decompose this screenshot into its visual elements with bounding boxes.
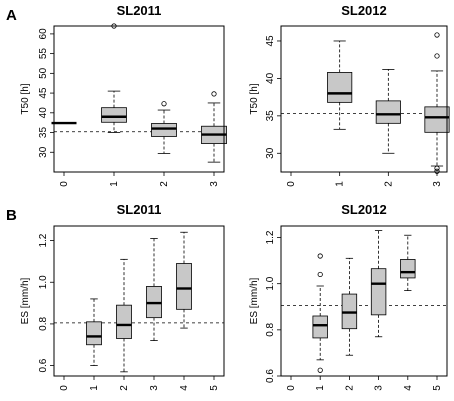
y-tick-label: 40 [38, 107, 49, 119]
y-tick-label: 40 [265, 72, 276, 84]
box-2 [151, 101, 177, 154]
y-tick-label: 35 [38, 127, 49, 139]
chart-sl2012-t50: SL2012 T50 [h] 30 35 40 45 0 1 2 3 [249, 3, 450, 187]
y-axis-label: ES [mm/h] [249, 277, 260, 324]
x-tick-label: 2 [159, 181, 170, 187]
panel-label-b: B [6, 207, 17, 224]
outlier-point [211, 91, 217, 97]
box-body [116, 304, 132, 339]
x-tick-label: 2 [383, 181, 394, 187]
y-tick-label: 0.8 [38, 317, 49, 331]
box-2 [341, 257, 358, 356]
y-tick-label: 1.2 [38, 233, 49, 247]
box-body [327, 72, 353, 103]
box-body [86, 321, 102, 346]
chart-sl2011-es: SL2011 ES [mm/h] 0.6 0.8 1.0 1.2 0 1 2 3 4 5 [20, 202, 225, 391]
box-2 [375, 69, 401, 154]
y-tick-label: 0.8 [265, 322, 276, 336]
x-tick-label: 0 [286, 181, 297, 187]
chart-title: SL2012 [341, 202, 387, 217]
y-tick-label: 1.0 [265, 276, 276, 290]
x-tick-label: 5 [209, 385, 220, 391]
box-4 [400, 234, 416, 292]
x-tick-label: 2 [119, 385, 130, 391]
x-tick-label: 3 [432, 181, 443, 187]
chart-title: SL2011 [117, 202, 162, 217]
outlier-point [317, 367, 323, 373]
box-4 [176, 231, 192, 329]
box-1 [101, 23, 127, 133]
x-tick-label: 0 [59, 181, 70, 187]
x-tick-label: 3 [149, 385, 160, 391]
y-tick-label: 45 [38, 87, 49, 99]
box-1 [86, 298, 102, 366]
outlier-point [434, 168, 440, 174]
plot-frame [280, 225, 448, 377]
outlier-point [434, 32, 440, 38]
box-3 [424, 32, 450, 174]
box-1 [327, 40, 353, 130]
x-tick-label: 1 [335, 181, 346, 187]
x-tick-label: 1 [315, 385, 326, 391]
plot-frame [53, 25, 225, 173]
x-tick-label: 0 [59, 385, 70, 391]
y-tick-label: 50 [38, 67, 49, 79]
box-3 [146, 238, 162, 341]
box-body [312, 315, 328, 339]
y-axis-label: T50 [h] [249, 83, 260, 114]
panel-label-a: A [6, 7, 17, 24]
box-body [101, 107, 127, 123]
x-tick-label: 4 [403, 385, 414, 391]
box-body [400, 259, 416, 279]
box-3 [201, 91, 227, 163]
outlier-point [317, 271, 323, 278]
x-tick-label: 1 [109, 181, 120, 187]
box-body [424, 106, 450, 133]
x-tick-label: 0 [286, 385, 297, 391]
y-tick-label: 45 [265, 35, 276, 47]
plot-frame [280, 25, 448, 173]
chart-title: SL2012 [341, 3, 387, 18]
x-tick-label: 3 [209, 181, 220, 187]
x-tick-label: 1 [89, 385, 100, 391]
x-tick-label: 3 [374, 385, 385, 391]
plot-frame [53, 225, 225, 377]
box-2 [116, 258, 132, 373]
outlier-point [317, 253, 323, 259]
y-axis-label: T50 [h] [20, 83, 31, 114]
chart-sl2011-t50: SL2011 T50 [h] 30 35 40 45 50 55 60 0 1 2 3 [20, 3, 227, 187]
outlier-point [434, 53, 440, 59]
x-tick-label: 4 [179, 385, 190, 391]
y-tick-label: 30 [265, 147, 276, 159]
y-tick-label: 1.0 [38, 275, 49, 289]
y-axis-label: ES [mm/h] [20, 277, 31, 324]
box-body [375, 100, 401, 124]
box-body [176, 263, 192, 310]
y-tick-label: 35 [265, 110, 276, 122]
y-tick-label: 30 [38, 146, 49, 158]
y-tick-label: 0.6 [38, 358, 49, 372]
y-tick-label: 55 [38, 48, 49, 60]
chart-sl2012-es: SL2012 ES [mm/h] 0.6 0.8 1.0 1.2 0 1 2 3 4 5 [249, 202, 448, 391]
box-3 [370, 230, 387, 338]
chart-title: SL2011 [117, 3, 162, 18]
box-body [370, 268, 387, 316]
x-tick-label: 2 [344, 385, 355, 391]
y-tick-label: 0.6 [265, 369, 276, 383]
x-tick-label: 5 [432, 385, 443, 391]
y-tick-label: 60 [38, 28, 49, 40]
y-tick-label: 1.2 [265, 230, 276, 244]
box-body [151, 123, 177, 137]
outlier-point [161, 101, 167, 107]
box-1 [312, 253, 328, 373]
outlier-point [434, 165, 440, 171]
